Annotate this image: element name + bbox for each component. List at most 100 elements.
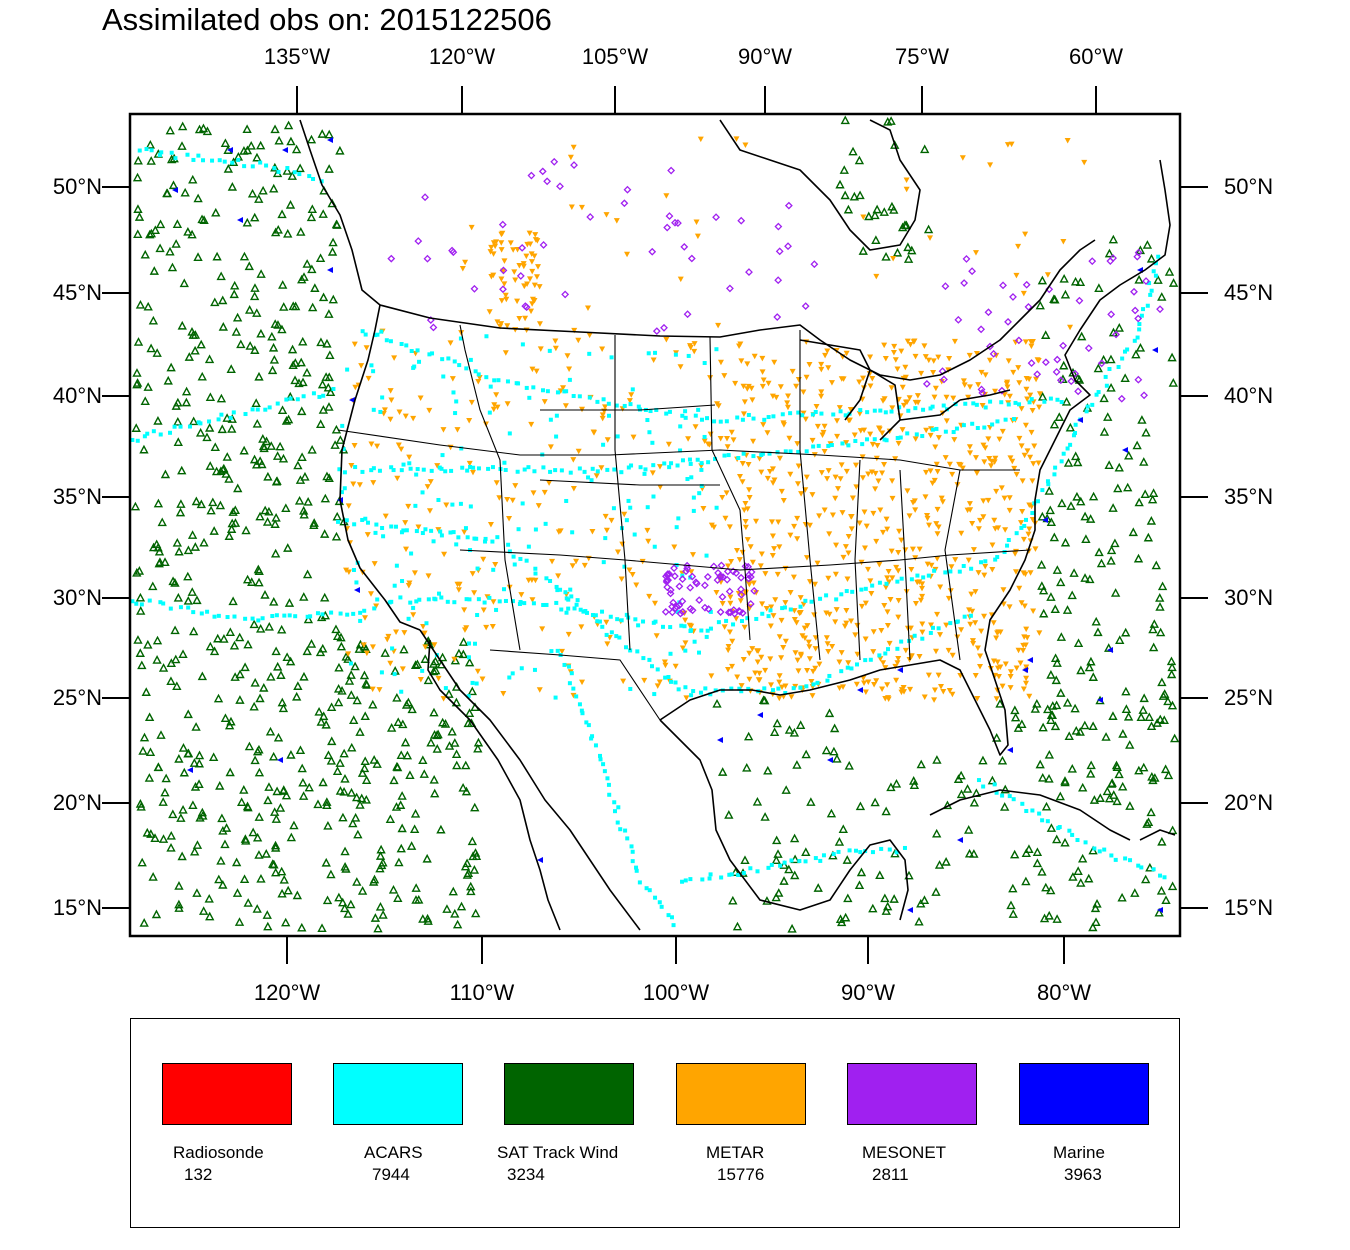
sat-wind-marker xyxy=(1140,489,1150,499)
acars-marker xyxy=(981,784,986,789)
sat-wind-marker xyxy=(1151,560,1161,570)
sat-wind-marker xyxy=(1084,873,1094,883)
acars-marker xyxy=(714,505,719,510)
sat-wind-marker xyxy=(447,726,457,736)
sat-wind-marker xyxy=(728,895,738,905)
sat-wind-marker xyxy=(360,756,370,766)
sat-wind-marker xyxy=(854,880,865,890)
metar-marker xyxy=(1020,536,1027,543)
metar-marker xyxy=(861,545,868,552)
sat-wind-marker xyxy=(469,865,480,874)
metar-marker xyxy=(760,422,767,428)
acars-marker xyxy=(351,567,356,572)
acars-marker xyxy=(666,675,671,680)
metar-marker xyxy=(932,444,939,451)
metar-marker xyxy=(729,638,736,645)
sat-wind-marker xyxy=(1032,847,1043,857)
sat-wind-marker xyxy=(844,760,854,770)
metar-marker xyxy=(794,481,801,487)
sat-wind-marker xyxy=(145,229,155,239)
sat-wind-marker xyxy=(460,861,471,871)
metar-marker xyxy=(823,610,830,617)
acars-marker xyxy=(598,757,603,762)
acars-marker xyxy=(236,157,241,162)
metar-marker xyxy=(981,459,988,465)
sat-wind-marker xyxy=(1094,283,1104,292)
metar-marker xyxy=(869,441,876,448)
acars-marker xyxy=(897,405,902,410)
sat-wind-marker xyxy=(464,708,475,717)
sat-wind-marker xyxy=(254,566,264,575)
sat-wind-marker xyxy=(1106,382,1116,392)
acars-marker xyxy=(380,395,385,400)
mesonet-marker xyxy=(709,562,718,571)
metar-marker xyxy=(533,368,540,375)
metar-marker xyxy=(665,441,672,448)
sat-wind-marker xyxy=(166,842,176,852)
sat-wind-marker xyxy=(293,681,303,690)
metar-marker xyxy=(492,562,499,568)
sat-wind-marker xyxy=(351,792,362,802)
acars-marker xyxy=(255,407,260,412)
acars-marker xyxy=(577,702,582,707)
metar-marker xyxy=(755,648,762,654)
sat-wind-marker xyxy=(297,922,307,932)
acars-marker xyxy=(883,410,888,415)
metar-marker xyxy=(890,349,897,356)
metar-marker xyxy=(1011,465,1018,472)
sat-wind-marker xyxy=(1061,396,1072,406)
sat-wind-marker xyxy=(881,251,891,261)
marine-marker xyxy=(354,587,360,593)
sat-wind-marker xyxy=(821,745,832,755)
sat-wind-marker xyxy=(286,832,297,842)
sat-wind-marker xyxy=(473,743,483,753)
acars-marker xyxy=(563,590,568,595)
metar-marker xyxy=(972,589,979,595)
sat-wind-marker xyxy=(136,606,146,615)
acars-marker xyxy=(970,421,975,426)
acars-marker xyxy=(829,443,834,448)
sat-wind-marker xyxy=(1108,711,1118,720)
acars-marker xyxy=(274,613,279,618)
sat-wind-marker xyxy=(244,261,254,271)
acars-marker xyxy=(378,409,383,414)
acars-marker xyxy=(454,542,459,547)
metar-marker xyxy=(832,571,839,578)
sat-wind-marker xyxy=(269,807,280,816)
sat-wind-marker xyxy=(177,121,188,131)
bottom-lon-label: 110°W xyxy=(449,980,515,1005)
sat-wind-marker xyxy=(1117,892,1127,902)
metar-marker xyxy=(653,633,660,639)
acars-marker xyxy=(628,648,633,653)
sat-wind-marker xyxy=(283,543,293,552)
sat-wind-marker xyxy=(881,806,891,816)
metar-marker xyxy=(529,366,536,373)
mesonet-marker xyxy=(1059,341,1068,350)
metar-marker xyxy=(870,510,877,517)
acars-marker xyxy=(1022,523,1027,528)
sat-wind-marker xyxy=(352,877,362,886)
acars-marker xyxy=(605,776,610,781)
acars-marker xyxy=(411,365,416,370)
mesonet-marker xyxy=(719,573,727,581)
metar-marker xyxy=(821,507,828,514)
legend-swatch-sat-track-wind xyxy=(504,1063,634,1125)
acars-marker xyxy=(651,463,656,468)
sat-wind-marker xyxy=(1114,323,1124,332)
baja-california xyxy=(419,629,641,931)
mesonet-marker xyxy=(586,213,595,221)
cuba xyxy=(929,789,1131,841)
sat-wind-marker xyxy=(1073,866,1083,875)
acars-marker xyxy=(751,416,756,421)
mesonet-marker xyxy=(724,608,733,617)
sat-wind-marker xyxy=(978,755,988,765)
metar-marker xyxy=(555,529,562,535)
metar-marker xyxy=(996,436,1003,443)
metar-marker xyxy=(798,491,805,497)
sat-wind-marker xyxy=(1114,462,1124,472)
sat-wind-marker xyxy=(336,632,346,642)
metar-marker xyxy=(768,604,775,611)
sat-wind-marker xyxy=(1093,363,1103,373)
sat-wind-marker xyxy=(252,418,262,428)
sat-wind-marker xyxy=(254,371,264,381)
